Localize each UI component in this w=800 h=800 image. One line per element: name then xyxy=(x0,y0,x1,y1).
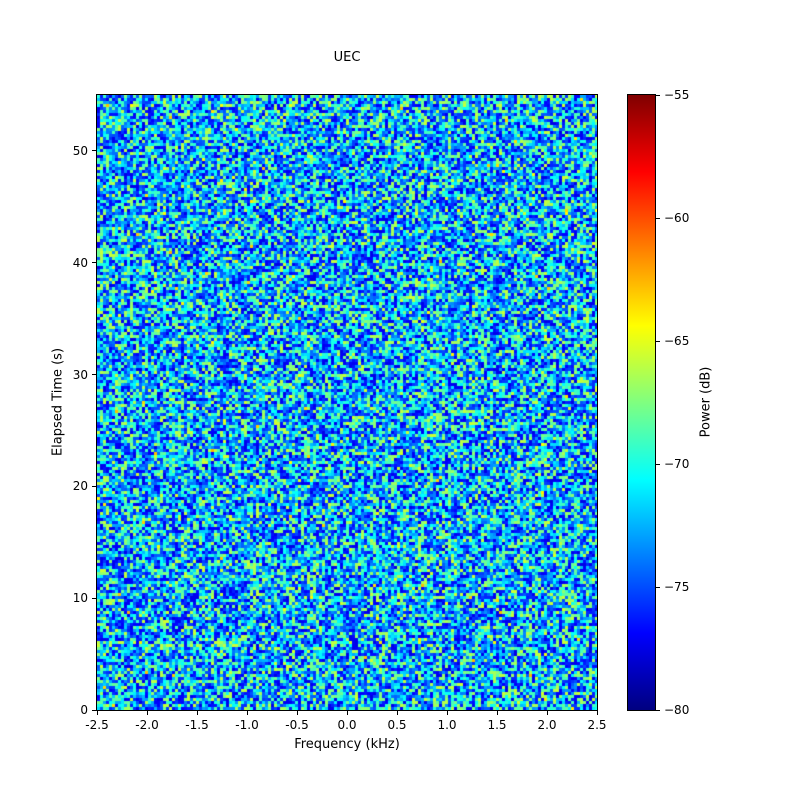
colorbar-tick-label: −55 xyxy=(664,88,690,102)
y-tick-label: 0 xyxy=(80,703,88,717)
y-tick-mark xyxy=(92,597,96,599)
x-tick-mark xyxy=(196,711,198,715)
x-tick-label: -2.0 xyxy=(135,718,159,732)
y-tick-label: 40 xyxy=(72,255,88,270)
colorbar-tick-label: −70 xyxy=(664,457,690,471)
x-tick-label: -2.5 xyxy=(85,718,109,732)
x-tick-mark xyxy=(346,711,348,715)
x-tick-mark xyxy=(246,711,248,715)
x-tick-label: 2.0 xyxy=(537,718,557,732)
colorbar-tick-label: −80 xyxy=(664,703,690,717)
x-tick-mark xyxy=(146,711,148,715)
colorbar-tick-mark xyxy=(656,586,660,588)
x-tick-mark xyxy=(546,711,548,715)
x-tick-label: 0.0 xyxy=(337,718,357,732)
y-tick-label: 50 xyxy=(72,143,88,158)
x-tick-label: -1.5 xyxy=(185,718,209,732)
colorbar-tick-label: −75 xyxy=(664,580,690,594)
x-tick-mark xyxy=(596,711,598,715)
colorbar-tick-mark xyxy=(656,94,660,96)
x-tick-label: 1.0 xyxy=(437,718,457,732)
y-tick-label: 30 xyxy=(72,367,88,382)
x-tick-mark xyxy=(396,711,398,715)
colorbar-tick-mark xyxy=(656,217,660,219)
x-tick-label: 0.5 xyxy=(387,718,407,732)
x-tick-label: 1.5 xyxy=(487,718,507,732)
x-axis-label: Frequency (kHz) xyxy=(294,737,400,752)
x-tick-label: -1.0 xyxy=(235,718,259,732)
colorbar-tick-mark xyxy=(656,340,660,342)
colorbar-label: Power (dB) xyxy=(698,366,714,438)
colorbar-tick-label: −60 xyxy=(664,211,690,225)
x-tick-mark xyxy=(496,711,498,715)
x-tick-label: -0.5 xyxy=(285,718,309,732)
y-axis-label: Elapsed Time (s) xyxy=(50,347,66,457)
x-tick-mark xyxy=(446,711,448,715)
x-tick-mark xyxy=(96,711,98,715)
colorbar-tick-mark xyxy=(656,463,660,465)
y-tick-mark xyxy=(92,150,96,152)
y-tick-mark xyxy=(92,374,96,376)
colorbar-tick-label: −65 xyxy=(664,334,690,348)
colorbar xyxy=(627,94,656,711)
x-tick-mark xyxy=(296,711,298,715)
y-tick-mark xyxy=(92,709,96,711)
y-tick-label: 20 xyxy=(72,479,88,494)
colorbar-tick-mark xyxy=(656,709,660,711)
chart-title: UEC xyxy=(333,50,361,65)
y-tick-mark xyxy=(92,485,96,487)
y-tick-label: 10 xyxy=(72,591,88,606)
y-tick-mark xyxy=(92,262,96,264)
x-tick-label: 2.5 xyxy=(587,718,607,732)
spectrogram-heatmap xyxy=(97,95,597,710)
